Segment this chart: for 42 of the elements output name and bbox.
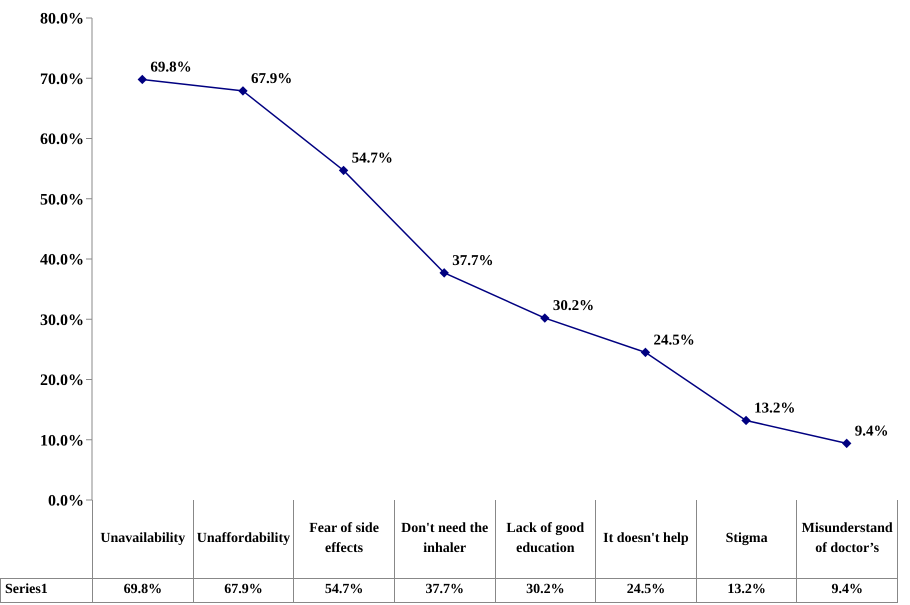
point	[238, 86, 248, 96]
text: 13.2%	[754, 400, 796, 416]
y-tick-label: 20.0%	[40, 372, 84, 390]
data-label: 54.7%	[294, 578, 394, 602]
y-tick-label: 60.0%	[40, 131, 84, 148]
x-tick-label: Unavailability	[92, 500, 194, 578]
y-tick-label: 10.0%	[40, 432, 84, 450]
point	[742, 416, 751, 425]
x-tick-label: Fear of side effects	[294, 500, 394, 578]
y-tick-label: 50.0%	[40, 191, 84, 208]
text: 67.9%	[250, 70, 292, 87]
x-tick-label: Stigma	[696, 500, 797, 578]
y-tick-label: 40.0%	[40, 252, 84, 269]
x-tick-label: It doesn't help	[596, 500, 696, 578]
data-label: 69.8%	[92, 578, 194, 602]
data-label: 37.7%	[394, 578, 495, 602]
x-tick-label: Misunderstand of doctor’s	[796, 500, 898, 578]
data-label: 67.9%	[193, 578, 294, 602]
x-tick-label: Lack of good education	[495, 500, 596, 578]
data-label: 13.2%	[696, 578, 797, 602]
text: 30.2%	[552, 298, 594, 314]
x-tick-label: Unaffordability	[193, 500, 294, 578]
text: 69.8%	[150, 59, 192, 76]
data-label: 30.2%	[495, 578, 596, 602]
point	[540, 314, 550, 323]
y-tick-label: 70.0%	[40, 70, 84, 88]
y-tick-label: 30.0%	[40, 312, 84, 329]
text: 24.5%	[653, 332, 695, 348]
y-tick-label: 0.0%	[48, 492, 84, 510]
text: 9.4%	[854, 423, 888, 440]
text: Series1	[0, 578, 92, 602]
data-label: 24.5%	[596, 578, 696, 602]
point	[640, 348, 650, 357]
point	[842, 438, 852, 448]
point	[339, 166, 348, 175]
point	[440, 268, 449, 278]
data-label: 9.4%	[796, 578, 898, 602]
text: 37.7%	[452, 252, 494, 269]
text: 54.7%	[352, 150, 393, 166]
y-tick-label: 80.0%	[40, 10, 84, 28]
point	[138, 74, 147, 84]
x-tick-label: Don't need the inhaler	[394, 500, 495, 578]
